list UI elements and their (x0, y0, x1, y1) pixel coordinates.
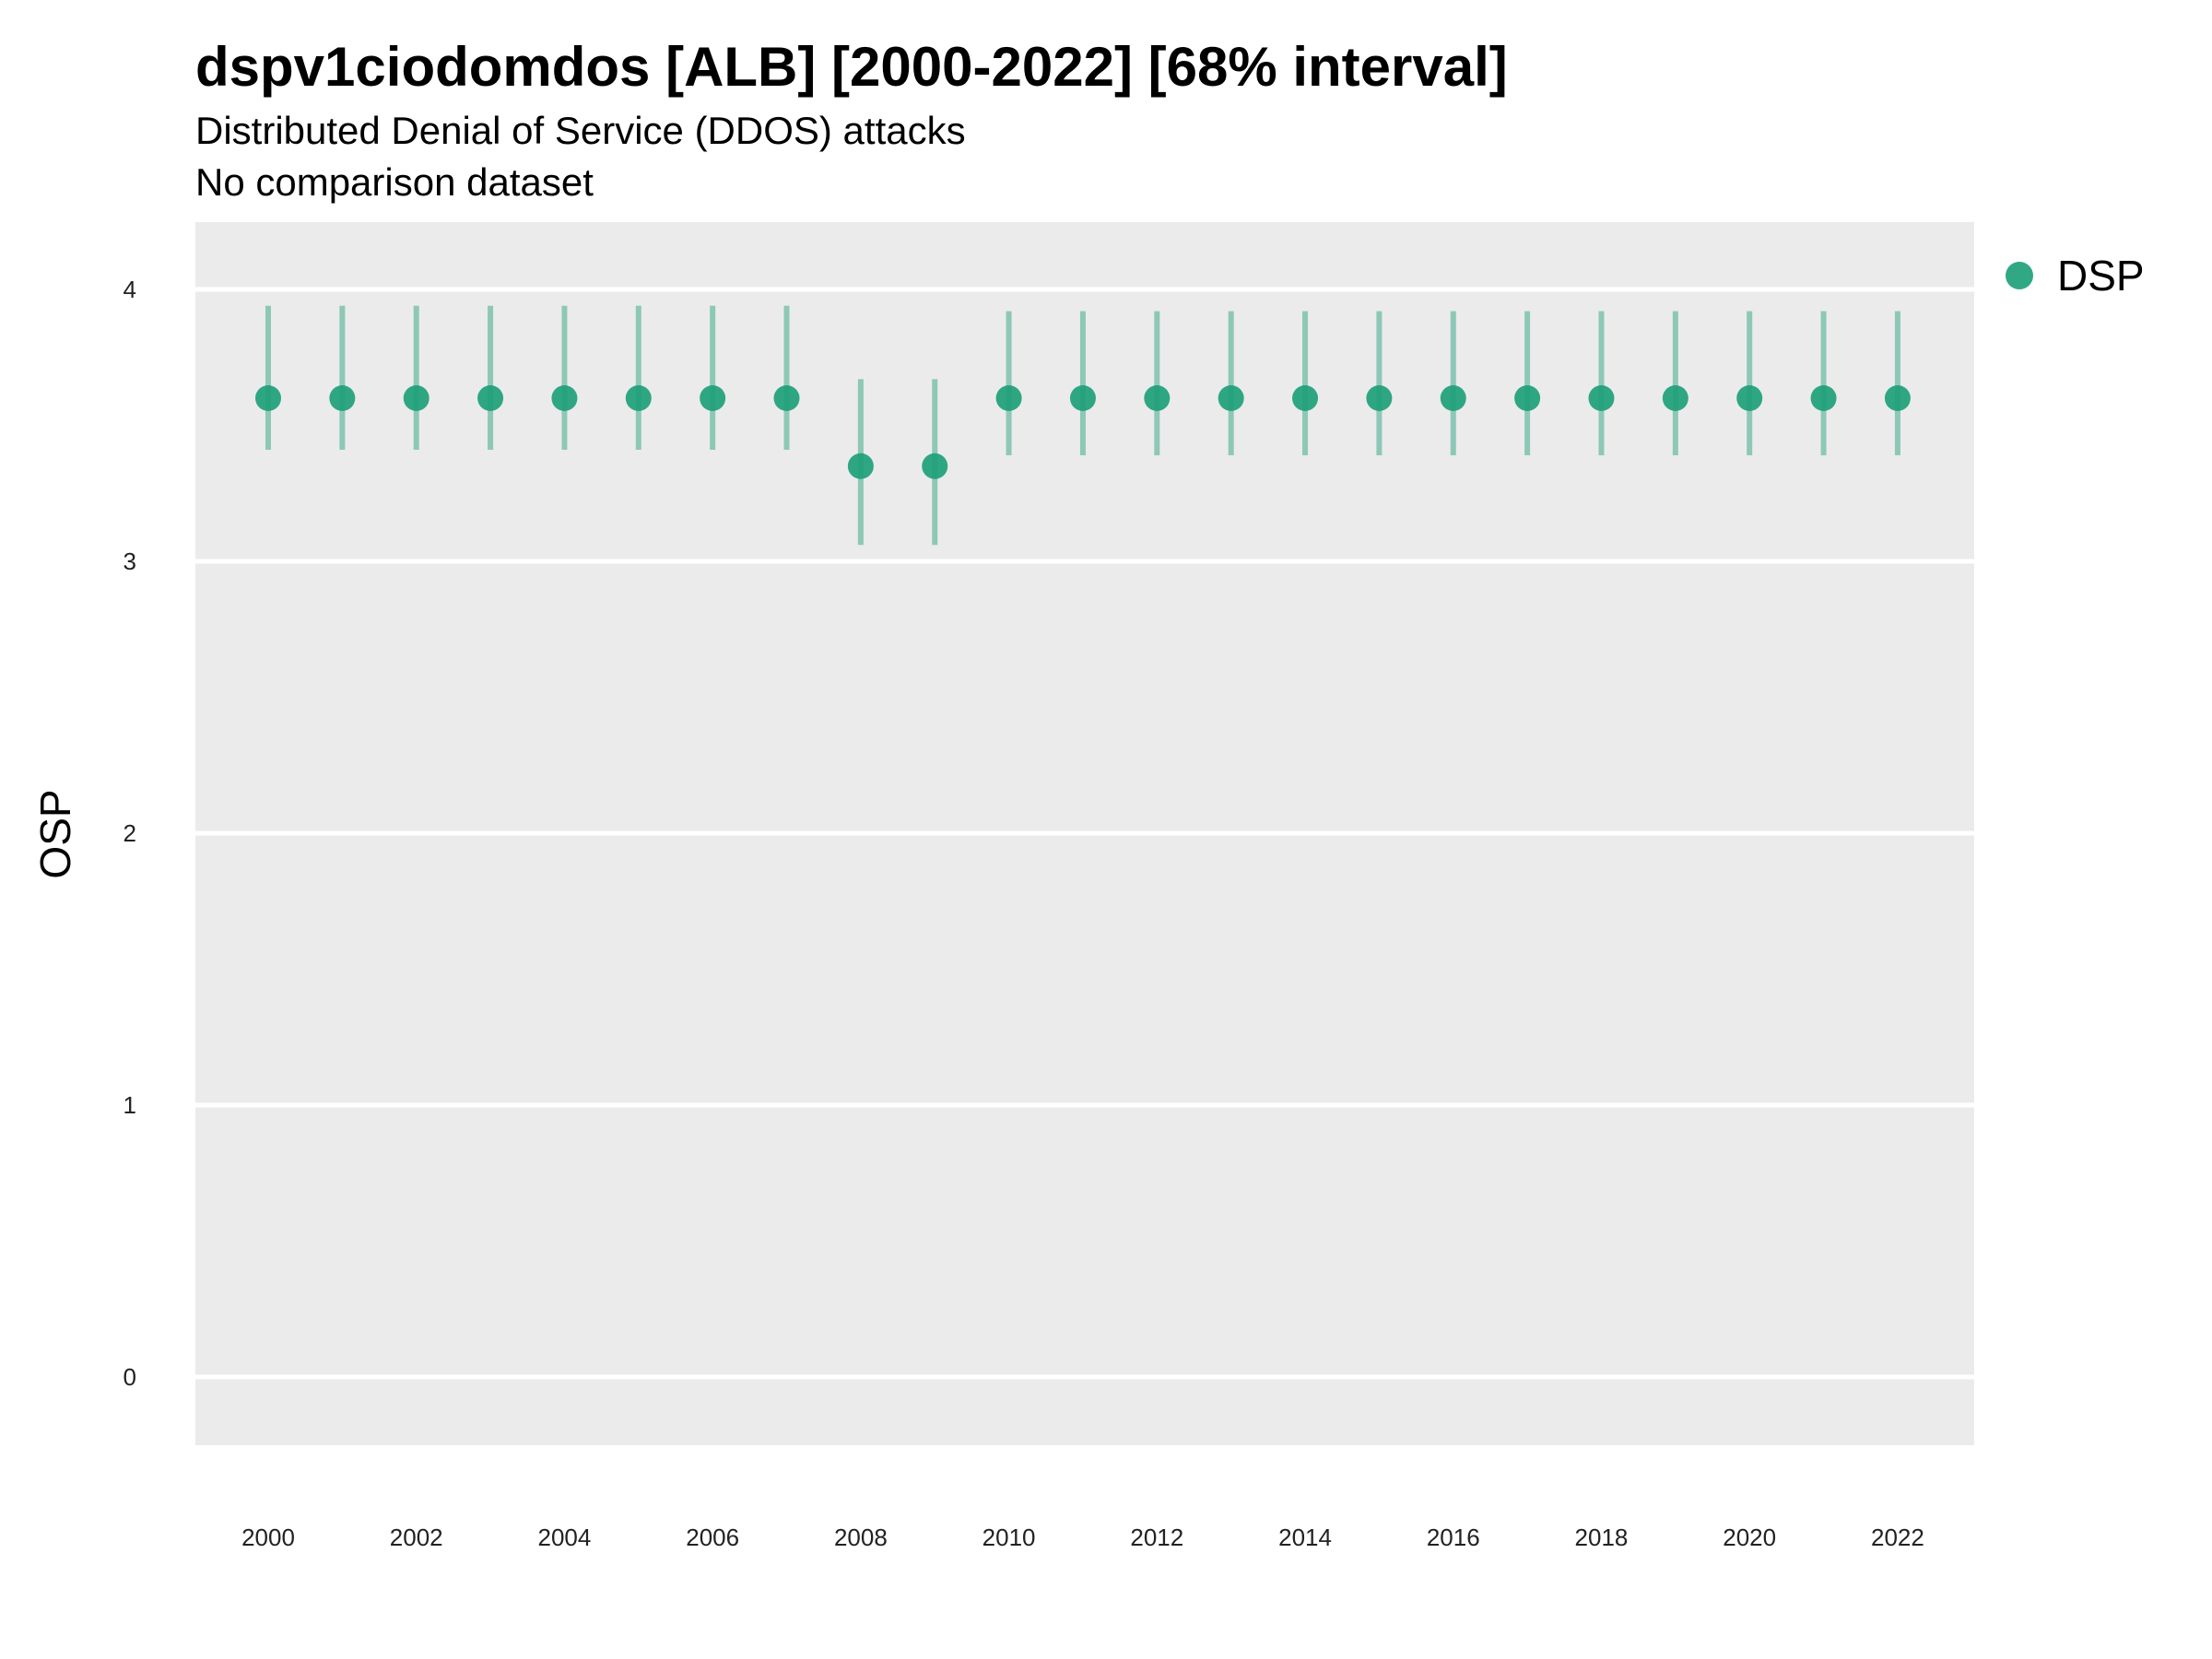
x-tick-label-2010: 2010 (982, 1524, 1036, 1551)
data-point-2018 (1588, 385, 1615, 411)
x-tick-label-2004: 2004 (538, 1524, 592, 1551)
data-point-2012 (1144, 385, 1171, 411)
y-tick-label-2: 2 (124, 819, 136, 847)
data-point-2001 (329, 385, 356, 411)
x-tick-label-2018: 2018 (1575, 1524, 1629, 1551)
data-point-2022 (1884, 385, 1911, 411)
data-point-2010 (995, 385, 1022, 411)
data-point-2016 (1440, 385, 1466, 411)
legend-marker-dsp (2006, 262, 2033, 289)
y-tick-label-4: 4 (124, 276, 136, 303)
data-point-2002 (403, 385, 429, 411)
data-point-2003 (477, 385, 504, 411)
x-tick-label-2008: 2008 (834, 1524, 888, 1551)
y-axis-label: OSP (31, 789, 79, 878)
data-point-2009 (922, 453, 948, 479)
data-point-2013 (1218, 385, 1244, 411)
chart-subtitle-comparison: No comparison dataset (195, 160, 594, 204)
data-point-2021 (1810, 385, 1837, 411)
x-tick-label-2014: 2014 (1278, 1524, 1332, 1551)
chart-subtitle: Distributed Denial of Service (DDOS) att… (195, 109, 966, 152)
x-tick-label-2012: 2012 (1130, 1524, 1183, 1551)
data-point-2019 (1662, 385, 1688, 411)
data-point-2004 (551, 385, 578, 411)
x-tick-label-2016: 2016 (1427, 1524, 1480, 1551)
data-point-2011 (1069, 385, 1096, 411)
x-tick-label-2002: 2002 (390, 1524, 443, 1551)
data-point-2007 (773, 385, 800, 411)
data-point-2006 (700, 385, 726, 411)
data-point-2017 (1514, 385, 1541, 411)
y-tick-label-0: 0 (124, 1363, 136, 1391)
x-tick-label-2020: 2020 (1723, 1524, 1776, 1551)
data-point-2014 (1292, 385, 1319, 411)
y-tick-label-3: 3 (124, 547, 136, 575)
chart-title: dspv1ciodomdos [ALB] [2000-2022] [68% in… (195, 36, 1508, 98)
data-point-2020 (1736, 385, 1763, 411)
x-tick-label-2000: 2000 (241, 1524, 295, 1551)
x-tick-label-2006: 2006 (686, 1524, 739, 1551)
data-point-2005 (625, 385, 652, 411)
x-tick-label-2022: 2022 (1871, 1524, 1924, 1551)
data-point-2000 (255, 385, 281, 411)
data-point-2015 (1366, 385, 1393, 411)
legend: DSP (2006, 251, 2145, 300)
data-point-2008 (847, 453, 874, 479)
y-tick-label-1: 1 (124, 1091, 136, 1119)
legend-label-dsp: DSP (2057, 252, 2145, 300)
